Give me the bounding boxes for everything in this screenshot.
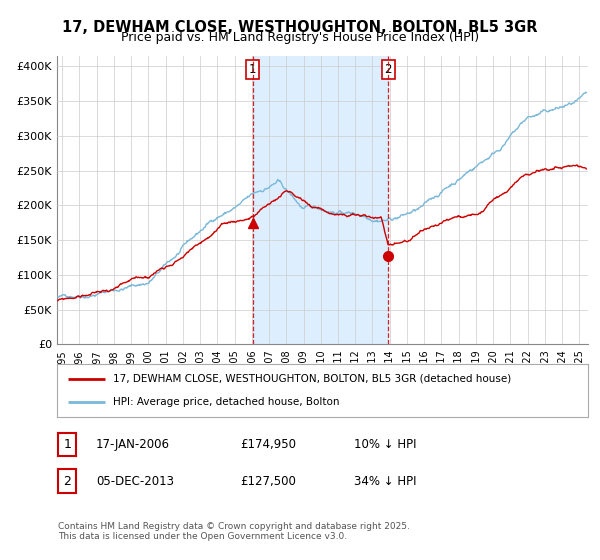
Text: £174,950: £174,950	[240, 438, 296, 451]
Text: 1: 1	[249, 63, 256, 76]
Text: 2: 2	[385, 63, 392, 76]
Text: 17, DEWHAM CLOSE, WESTHOUGHTON, BOLTON, BL5 3GR (detached house): 17, DEWHAM CLOSE, WESTHOUGHTON, BOLTON, …	[113, 374, 511, 384]
Text: 1: 1	[63, 438, 71, 451]
Text: 2: 2	[63, 474, 71, 488]
Text: 17-JAN-2006: 17-JAN-2006	[96, 438, 170, 451]
Text: 05-DEC-2013: 05-DEC-2013	[96, 474, 174, 488]
Text: HPI: Average price, detached house, Bolton: HPI: Average price, detached house, Bolt…	[113, 397, 339, 407]
Text: 17, DEWHAM CLOSE, WESTHOUGHTON, BOLTON, BL5 3GR: 17, DEWHAM CLOSE, WESTHOUGHTON, BOLTON, …	[62, 20, 538, 35]
Text: Contains HM Land Registry data © Crown copyright and database right 2025.
This d: Contains HM Land Registry data © Crown c…	[58, 522, 410, 542]
Text: Price paid vs. HM Land Registry's House Price Index (HPI): Price paid vs. HM Land Registry's House …	[121, 31, 479, 44]
Bar	[253, 56, 388, 344]
Text: 10% ↓ HPI: 10% ↓ HPI	[354, 438, 416, 451]
Text: £127,500: £127,500	[240, 474, 296, 488]
Text: 34% ↓ HPI: 34% ↓ HPI	[354, 474, 416, 488]
